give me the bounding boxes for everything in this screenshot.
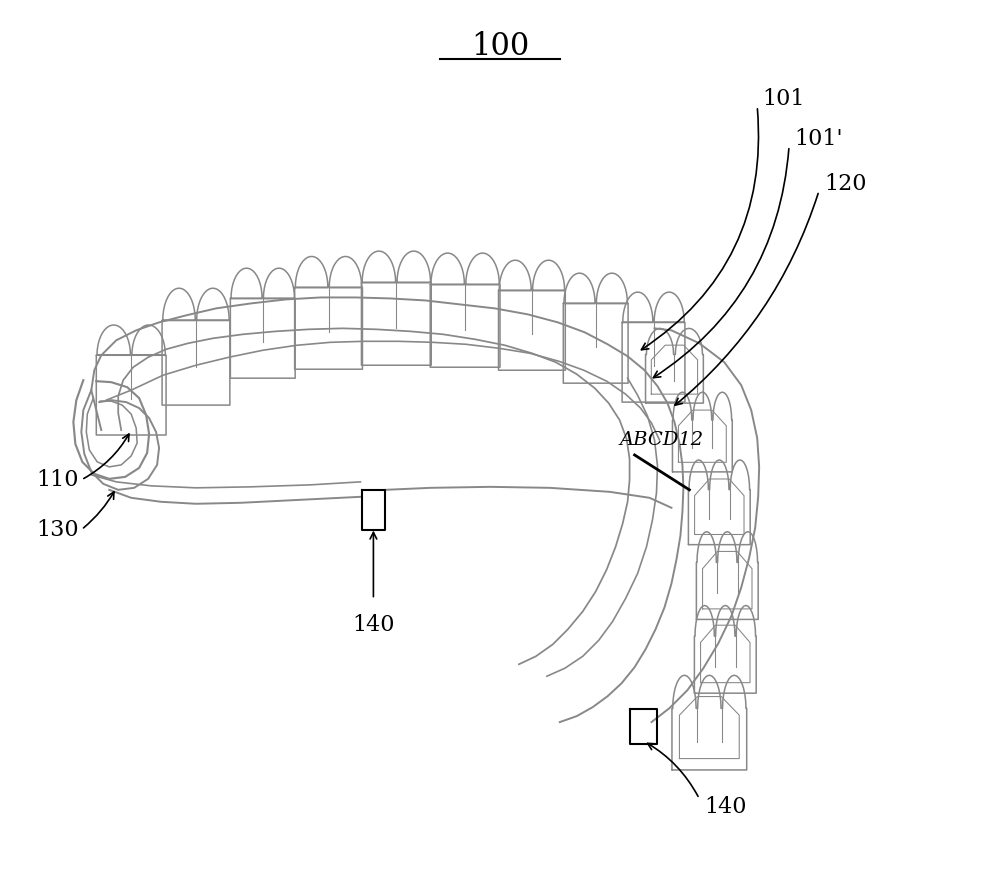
Text: 140: 140 [704,796,747,818]
Text: 100: 100 [471,31,529,62]
Text: 120: 120 [824,173,866,195]
Text: ABCD12: ABCD12 [620,431,704,449]
Text: 110: 110 [36,468,79,491]
Text: 101': 101' [794,128,843,150]
Text: 101: 101 [762,88,805,110]
Text: 130: 130 [36,518,79,541]
Text: 140: 140 [352,614,395,636]
